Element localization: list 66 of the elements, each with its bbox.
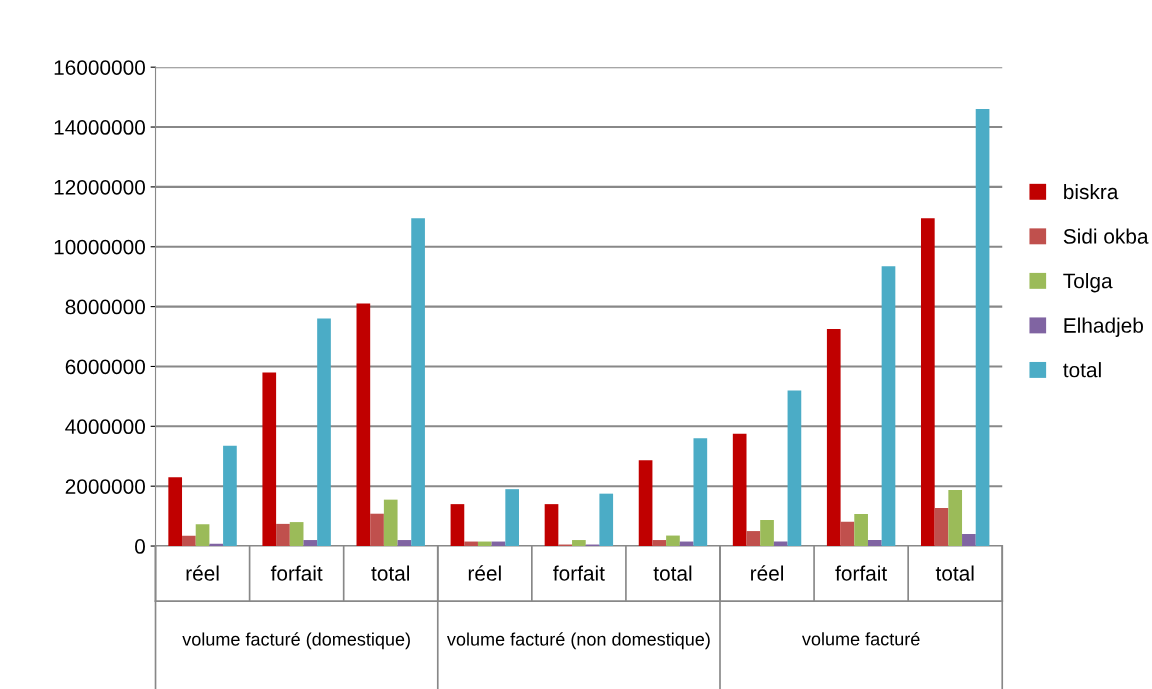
- bar: [638, 460, 653, 547]
- y-tick-label: 12000000: [54, 179, 145, 195]
- bar: [599, 493, 614, 547]
- y-tick-label: 6000000: [65, 359, 145, 375]
- text: volume facturé: [801, 632, 920, 646]
- x-tick-label: réel: [751, 565, 784, 581]
- bar: [881, 266, 896, 547]
- bar: [464, 541, 478, 547]
- bar: [411, 218, 425, 547]
- bar: [826, 329, 841, 547]
- y-tick-label: 16000000: [54, 60, 145, 75]
- text: volume facturé (domestique): [182, 632, 410, 650]
- bar: [652, 540, 667, 547]
- bar: [370, 513, 384, 547]
- y-tick-label: 8000000: [65, 299, 145, 315]
- bar: [477, 541, 492, 547]
- legend-label: Sidi okba: [1063, 228, 1149, 244]
- x-tick-label: total: [935, 565, 974, 581]
- bar: [262, 372, 277, 547]
- bar: [920, 218, 935, 547]
- bar: [840, 521, 855, 547]
- y-tick-label: 0: [135, 539, 145, 554]
- x-tick-label: forfait: [835, 565, 888, 581]
- x-tick-label: total: [653, 565, 692, 581]
- bar: [397, 540, 412, 547]
- bar: [975, 109, 990, 547]
- bar: [787, 390, 802, 547]
- bar: [962, 534, 976, 547]
- x-tick-label: total: [371, 565, 410, 581]
- y-tick-label: 10000000: [54, 239, 145, 255]
- bar: [773, 541, 788, 547]
- bar: [666, 535, 680, 547]
- bar: [948, 490, 963, 547]
- bar: [505, 489, 520, 547]
- legend-label: Tolga: [1063, 273, 1113, 293]
- bar: [356, 303, 371, 547]
- text: volume facturé (non domestique): [446, 632, 710, 650]
- bar: [303, 540, 318, 547]
- y-tick-label: 14000000: [54, 120, 145, 135]
- bar: [289, 522, 304, 547]
- bar: [867, 540, 882, 547]
- bar: [854, 514, 868, 547]
- bar: [168, 477, 183, 547]
- bar: [693, 438, 708, 547]
- bar: [276, 523, 290, 547]
- bar: [223, 445, 237, 547]
- bar: [383, 499, 398, 547]
- bar: [317, 318, 331, 547]
- bar: [760, 519, 774, 547]
- bar: [450, 504, 465, 547]
- x-tick-label: réel: [468, 565, 501, 581]
- bar: [544, 504, 559, 547]
- legend-label: total: [1063, 362, 1101, 378]
- bar: [746, 531, 761, 547]
- bar: [732, 433, 747, 547]
- y-tick-label: 2000000: [65, 479, 145, 494]
- y-tick-label: 4000000: [65, 419, 145, 435]
- x-tick-label: réel: [186, 565, 219, 581]
- bar: [934, 508, 949, 547]
- legend-label: biskra: [1064, 183, 1119, 200]
- legend-label: Elhadjeb: [1064, 317, 1143, 337]
- x-tick-label: forfait: [270, 565, 323, 581]
- bar: [182, 535, 196, 547]
- x-tick-label: forfait: [553, 565, 605, 581]
- bar: [195, 524, 210, 547]
- bar: [572, 540, 586, 547]
